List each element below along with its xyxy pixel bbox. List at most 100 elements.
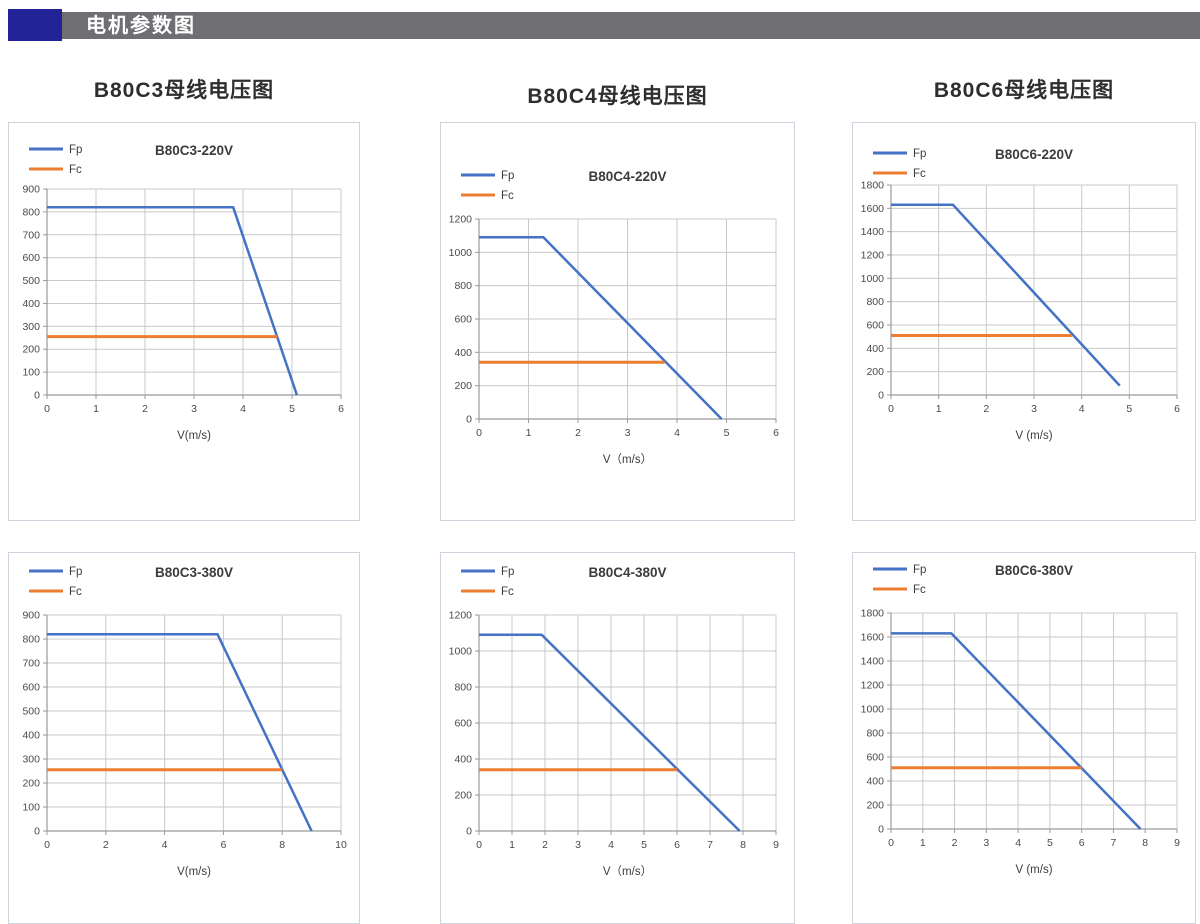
- y-tick-label: 200: [866, 800, 884, 812]
- x-tick-label: 6: [674, 839, 680, 851]
- x-tick-label: 0: [888, 837, 894, 849]
- y-tick-label: 800: [22, 634, 40, 646]
- chart-b80c6-220v: 0 200 400 600 800 1000 1200 1400 1600 1800 0 1 2 3 4 5 6…: [852, 122, 1196, 521]
- legend-fc-label: Fc: [913, 168, 926, 180]
- y-tick-label: 600: [454, 718, 472, 730]
- x-tick-label: 7: [707, 839, 713, 851]
- chart-canvas: 0 200 400 600 800 1000 1200 1400 1600 1800 0 1 2 3 4 5 6…: [861, 147, 1180, 442]
- x-tick-label: 6: [1079, 837, 1085, 849]
- x-axis-label: V（m/s）: [603, 453, 652, 466]
- chart-b80c4-380v: 0 200 400 600 800 1000 1200 0 1 2 3 4 5 6 7 8 9 Fp Fc B80C4…: [440, 552, 795, 924]
- y-tick-label: 800: [454, 682, 472, 694]
- x-tick-label: 2: [575, 427, 581, 439]
- y-tick-label: 1800: [861, 180, 885, 192]
- legend-fc-label: Fc: [69, 164, 82, 176]
- y-tick-label: 600: [866, 320, 884, 332]
- legend-fc-label: Fc: [501, 586, 514, 598]
- legend-fp-label: Fp: [501, 170, 514, 182]
- y-tick-label: 200: [454, 790, 472, 802]
- legend-fp-label: Fp: [913, 148, 926, 160]
- x-axis-label: V (m/s): [1015, 430, 1052, 442]
- y-tick-label: 0: [466, 414, 472, 426]
- x-axis-label: V（m/s）: [603, 865, 652, 878]
- x-tick-label: 8: [279, 839, 285, 851]
- y-tick-label: 300: [22, 754, 40, 766]
- y-tick-label: 1000: [449, 247, 473, 259]
- y-tick-label: 600: [22, 252, 40, 264]
- x-tick-label: 6: [1174, 403, 1180, 415]
- x-tick-label: 4: [674, 427, 680, 439]
- fp-line: [47, 206, 299, 396]
- x-tick-label: 4: [608, 839, 614, 851]
- x-tick-label: 4: [1015, 837, 1021, 849]
- y-tick-label: 1400: [861, 226, 885, 238]
- y-tick-label: 1600: [861, 203, 885, 215]
- x-tick-label: 6: [338, 403, 344, 415]
- y-tick-label: 1000: [861, 273, 885, 285]
- y-tick-label: 900: [22, 610, 40, 622]
- y-tick-label: 700: [22, 658, 40, 670]
- x-tick-label: 4: [162, 839, 168, 851]
- chart-canvas: 0 100 200 300 400 500 600 700 800 900 0 1 2 3 4 5 6 Fp Fc B…: [22, 143, 344, 442]
- y-tick-label: 400: [866, 343, 884, 355]
- fp-line: [891, 203, 1121, 387]
- x-tick-label: 10: [335, 839, 347, 851]
- chart-title: B80C4-380V: [588, 565, 666, 580]
- y-tick-label: 0: [34, 390, 40, 402]
- x-tick-label: 5: [724, 427, 730, 439]
- x-axis-label: V(m/s): [177, 866, 211, 878]
- legend-fc-label: Fc: [913, 584, 926, 596]
- legend-fp-label: Fp: [69, 144, 82, 156]
- x-tick-label: 6: [773, 427, 779, 439]
- y-tick-label: 600: [22, 682, 40, 694]
- x-tick-label: 1: [93, 403, 99, 415]
- x-tick-label: 8: [740, 839, 746, 851]
- y-tick-label: 200: [454, 380, 472, 392]
- x-tick-label: 1: [936, 403, 942, 415]
- x-tick-label: 5: [641, 839, 647, 851]
- y-tick-label: 800: [866, 296, 884, 308]
- y-tick-label: 1200: [861, 680, 885, 692]
- chart-b80c4-220v: 0 200 400 600 800 1000 1200 0 1 2 3 4 5 6 Fp Fc B80C4-22…: [440, 122, 795, 521]
- legend-fc-label: Fc: [501, 190, 514, 202]
- legend-fp-label: Fp: [501, 566, 514, 578]
- y-tick-label: 1200: [861, 250, 885, 262]
- x-tick-label: 4: [1079, 403, 1085, 415]
- x-tick-label: 3: [983, 837, 989, 849]
- y-tick-label: 800: [454, 280, 472, 292]
- y-tick-label: 400: [22, 298, 40, 310]
- x-tick-label: 2: [542, 839, 548, 851]
- y-tick-label: 1200: [449, 214, 473, 226]
- x-tick-label: 7: [1111, 837, 1117, 849]
- y-tick-label: 600: [454, 314, 472, 326]
- chart-title: B80C6-380V: [995, 563, 1073, 578]
- chart-b80c6-380v: 0 200 400 600 800 1000 1200 1400 1600 1800 0 1 2 3 4 5 6…: [852, 552, 1196, 924]
- y-tick-label: 800: [866, 728, 884, 740]
- header-accent-block: [8, 9, 62, 41]
- y-tick-label: 500: [22, 706, 40, 718]
- chart-title: B80C6-220V: [995, 147, 1073, 162]
- fp-line: [479, 236, 723, 420]
- column-title-b80c6: B80C6母线电压图: [933, 79, 1115, 102]
- x-tick-label: 1: [509, 839, 515, 851]
- chart-title: B80C3-380V: [155, 565, 233, 580]
- x-tick-label: 2: [142, 403, 148, 415]
- legend-fc-label: Fc: [69, 586, 82, 598]
- x-tick-label: 0: [888, 403, 894, 415]
- x-tick-label: 6: [220, 839, 226, 851]
- column-title-b80c3: B80C3母线电压图: [93, 79, 275, 102]
- column-title-b80c4: B80C4母线电压图: [527, 85, 708, 108]
- y-tick-label: 600: [866, 752, 884, 764]
- y-tick-label: 800: [22, 206, 40, 218]
- x-tick-label: 5: [1047, 837, 1053, 849]
- y-tick-label: 0: [466, 826, 472, 838]
- x-tick-label: 2: [983, 403, 989, 415]
- fp-line: [891, 632, 1142, 830]
- y-tick-label: 500: [22, 275, 40, 287]
- x-tick-label: 0: [476, 427, 482, 439]
- chart-canvas: 0 100 200 300 400 500 600 700 800 900 0 2 4 6 8 10 Fp Fc B…: [22, 565, 347, 878]
- fp-line: [479, 633, 741, 832]
- y-tick-label: 1200: [449, 610, 473, 622]
- x-tick-label: 5: [1126, 403, 1132, 415]
